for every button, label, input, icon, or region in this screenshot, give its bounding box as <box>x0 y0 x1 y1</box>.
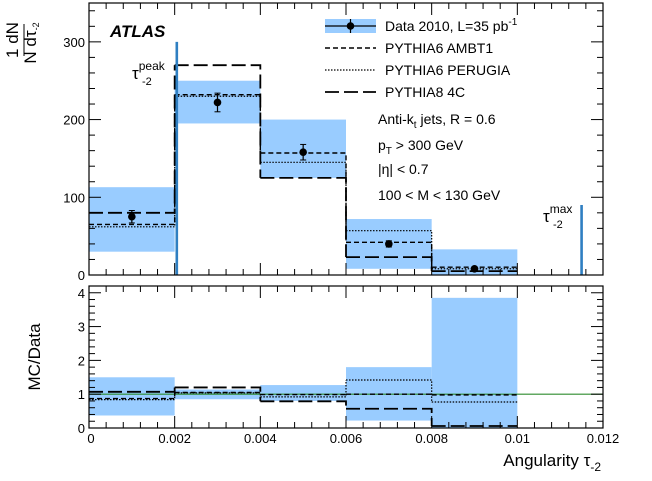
selection-text-3-main: 100 < M < 130 GeV <box>378 187 501 203</box>
ratio-mc-lines <box>89 379 518 427</box>
ratio-band-bin-0 <box>89 377 175 416</box>
legend-entry-dotted: PYTHIA6 PERUGIA <box>385 62 511 78</box>
legend-entry-data-text: Data 2010, L=35 pb <box>385 18 509 34</box>
ratio-ytick-label: 2 <box>78 353 85 368</box>
main-ytick-label: 200 <box>63 113 85 128</box>
selection-text-1-rest: > 300 GeV <box>392 137 464 153</box>
tau-peak-symbol: τ <box>132 64 139 83</box>
main-mc-lines <box>89 64 518 273</box>
data-point-0 <box>128 212 136 221</box>
ratio-y-axis-title: MC/Data <box>25 323 44 391</box>
main-y-axis-denominator-text: N dτ <box>21 30 40 63</box>
main-y-axis-denominator-subscript: -2 <box>31 22 41 30</box>
legend-data-marker <box>346 22 355 30</box>
selection-text-2: |η| < 0.7 <box>378 161 429 177</box>
main-y-axis-title: 1 dN N dτ-2 <box>3 22 41 64</box>
selection-text-1: pT > 300 GeV <box>378 137 464 157</box>
ratio-ytick-label: 3 <box>78 320 85 335</box>
legend-entry-data-superscript: -1 <box>508 17 517 28</box>
selection-text-1-main: p <box>378 137 386 153</box>
tau-max-label: τmax -2 <box>543 202 572 231</box>
data-point-2 <box>299 148 307 157</box>
main-line-longdash <box>89 64 518 273</box>
xtick-label: 0 <box>87 431 94 446</box>
x-axis-title-subscript: -2 <box>590 460 601 474</box>
tau-peak-label: τpeak -2 <box>132 59 166 88</box>
axis-ticks <box>88 3 604 429</box>
selection-text-1-subscript: T <box>386 146 392 157</box>
main-ytick-label: 0 <box>78 268 85 283</box>
selection-text-0: Anti-kt jets, R = 0.6 <box>378 111 496 131</box>
legend-entry-data: Data 2010, L=35 pb-1 <box>385 17 518 34</box>
legend-entry-dashed: PYTHIA6 AMBT1 <box>385 40 493 56</box>
selection-text-2-main: |η| < 0.7 <box>378 161 429 177</box>
tau-peak-superscript: peak <box>139 59 166 73</box>
main-ytick-label: 100 <box>63 190 85 205</box>
selection-text-0-rest: jets, R = 0.6 <box>417 111 496 127</box>
xtick-label: 0.004 <box>244 431 277 446</box>
selection-text-0-main: Anti-k <box>378 111 415 127</box>
main-data-markers <box>128 41 583 275</box>
data-point-4 <box>470 264 479 273</box>
atlas-label: ATLAS <box>109 22 166 41</box>
main-y-axis-numerator: 1 dN <box>3 22 22 58</box>
selection-text-3: 100 < M < 130 GeV <box>378 187 501 203</box>
tau-max-superscript: max <box>550 202 573 216</box>
ratio-band-bin-4 <box>431 297 518 428</box>
xtick-label: 0.012 <box>587 431 620 446</box>
ratio-ytick-label: 1 <box>78 387 85 402</box>
main-y-axis-denominator: N dτ-2 <box>21 22 41 63</box>
main-ytick-label: 300 <box>63 35 85 50</box>
legend-entry-longdash: PYTHIA8 4C <box>385 84 465 100</box>
xtick-label: 0.008 <box>415 431 448 446</box>
ratio-line-longdash <box>89 386 518 427</box>
data-point-3 <box>385 240 393 248</box>
x-axis-title: Angularity τ-2 <box>503 451 601 474</box>
tau-max-symbol: τ <box>543 207 550 226</box>
selection-text-0-subscript: t <box>414 120 417 131</box>
ratio-ytick-label: 4 <box>78 286 85 301</box>
tau-max-subscript: -2 <box>553 219 563 231</box>
legend: Data 2010, L=35 pb-1 PYTHIA6 AMBT1 PYTHIA6… <box>325 17 518 100</box>
axis-labels: 0 100 200 300 0 1 2 3 4 0 0.002 0.004 0.006 0.008 0.01… <box>3 22 619 474</box>
xtick-label: 0.01 <box>505 431 530 446</box>
annotations: ATLAS Anti-kt jets, R = 0.6 pT > 300 GeV |η… <box>109 22 572 231</box>
ratio-band-bin-2 <box>260 385 346 401</box>
xtick-label: 0.002 <box>158 431 191 446</box>
ratio-ytick-label: 0 <box>78 421 85 436</box>
tau-peak-subscript: -2 <box>142 76 152 88</box>
x-axis-title-text: Angularity τ <box>503 451 590 470</box>
data-point-1 <box>213 98 222 107</box>
xtick-label: 0.006 <box>330 431 363 446</box>
